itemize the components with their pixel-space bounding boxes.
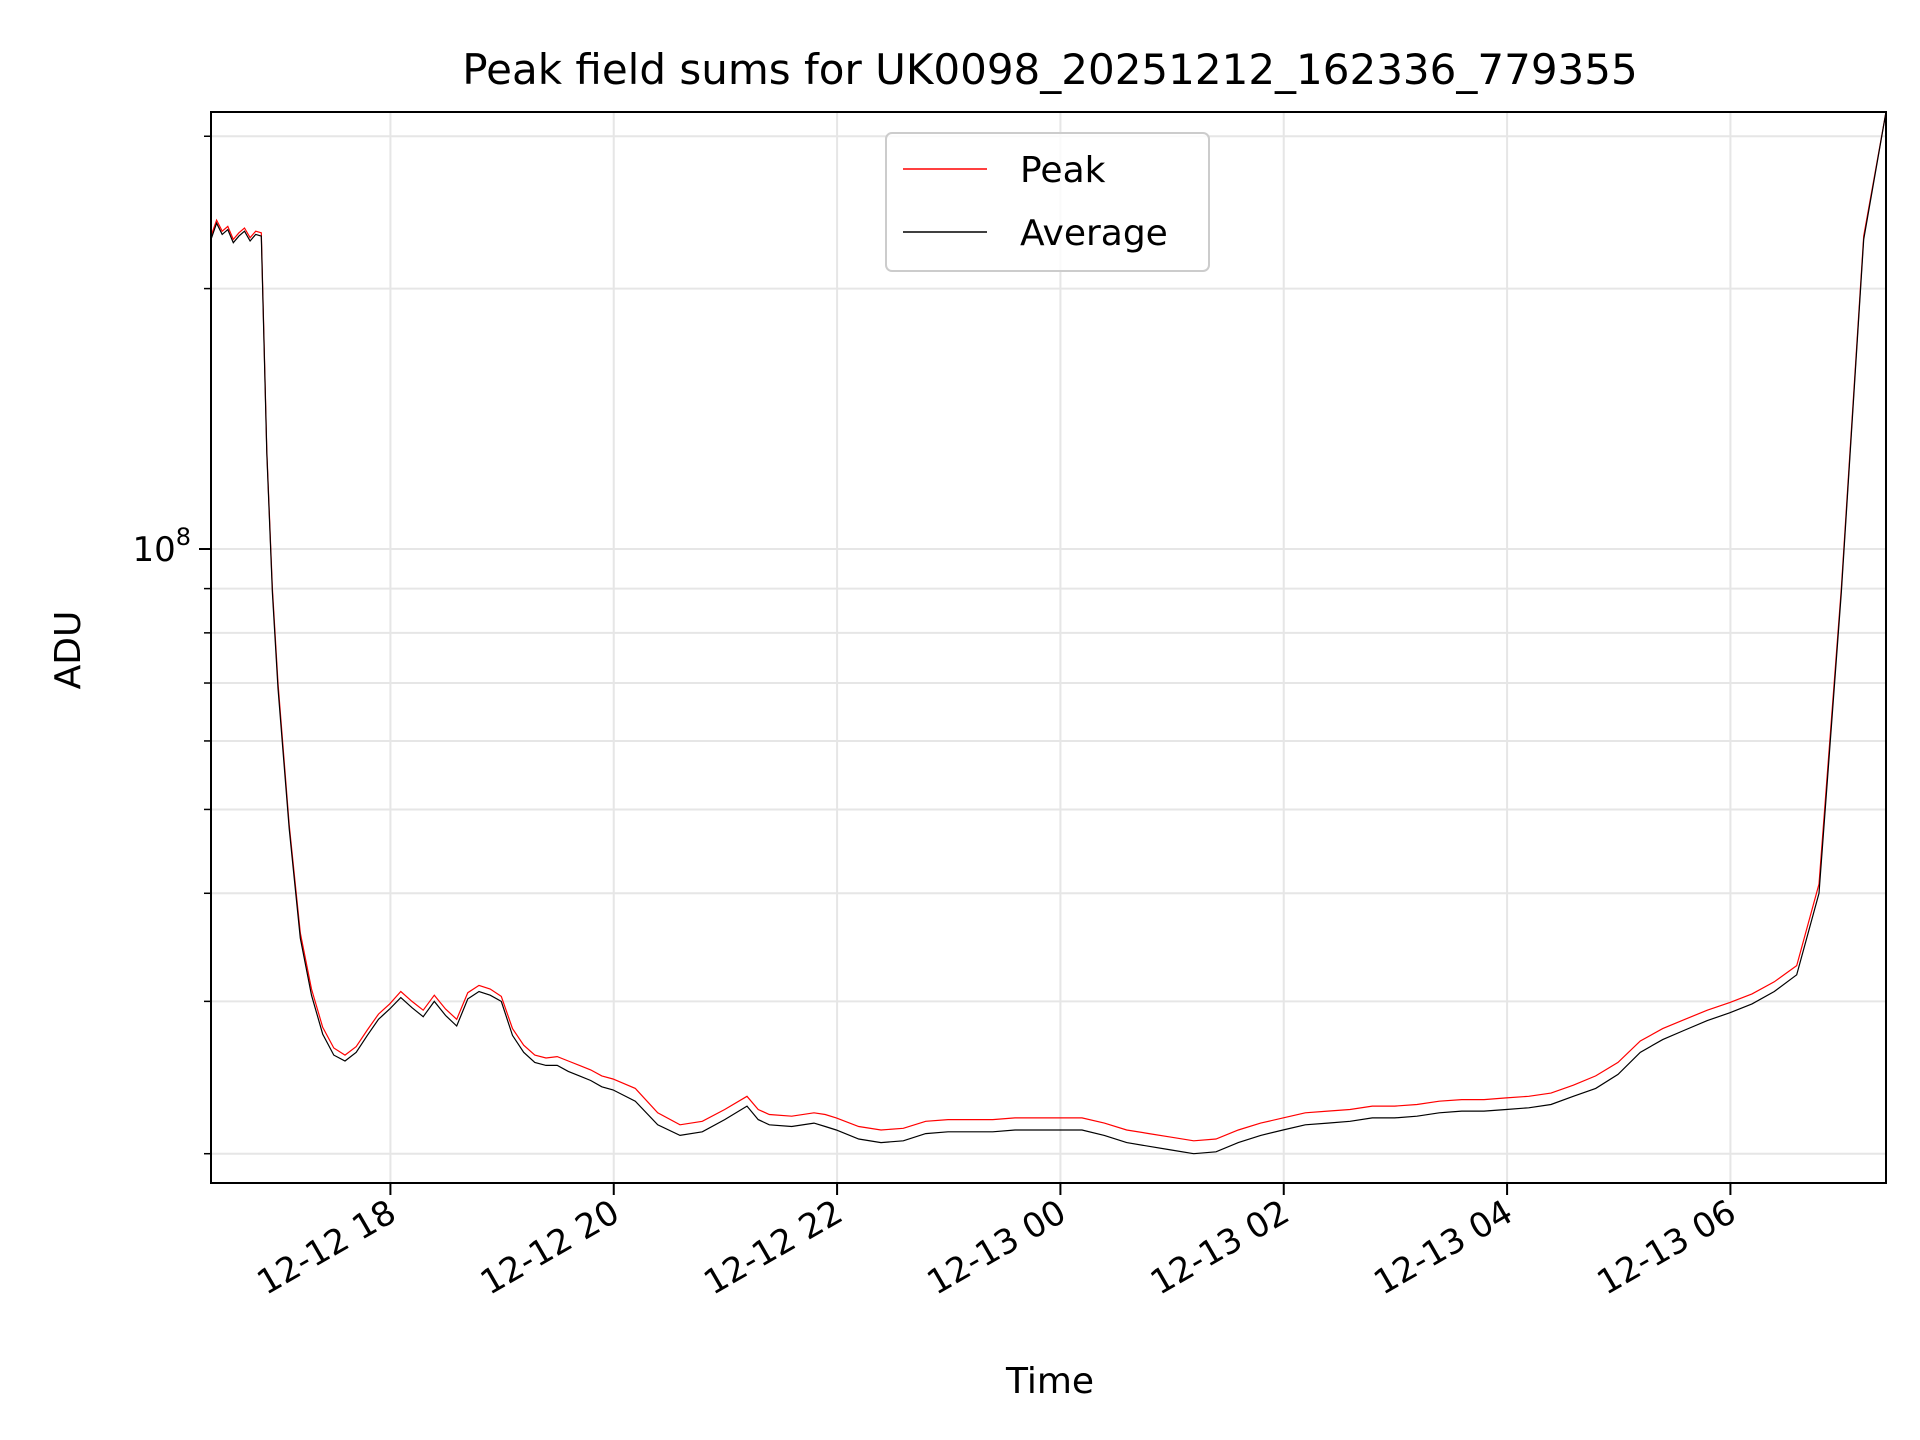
- x-tick-label: 12-13 02: [1144, 1192, 1296, 1303]
- legend-box: [885, 132, 1210, 272]
- legend-label-average: Average: [1020, 213, 1168, 254]
- legend: Peak Average: [885, 132, 1210, 272]
- series-line-average: [210, 111, 1887, 1155]
- x-axis-label: Time: [1005, 1361, 1094, 1402]
- y-axis-label: ADU: [48, 611, 89, 690]
- x-tick-label: 12-13 06: [1591, 1192, 1743, 1303]
- series-layer: [210, 111, 1887, 1155]
- x-tick-label: 12-13 04: [1367, 1192, 1519, 1303]
- x-tick-label: 12-12 18: [251, 1192, 403, 1303]
- legend-label-peak: Peak: [1020, 150, 1106, 191]
- y-tick-label: 108: [132, 523, 191, 570]
- plot-frame: [210, 111, 1887, 1184]
- series-line-peak: [210, 111, 1887, 1142]
- x-tick-label: 12-12 20: [474, 1192, 626, 1303]
- x-tick-label: 12-13 00: [921, 1192, 1073, 1303]
- grid: [211, 112, 1886, 1183]
- chart-title: Peak field sums for UK0098_20251212_1623…: [462, 45, 1637, 94]
- x-tick-label: 12-12 22: [697, 1192, 849, 1303]
- axis-ticks: 12-12 18 12-12 20 12-12 22 12-13 00 12-13 02…: [132, 135, 1743, 1303]
